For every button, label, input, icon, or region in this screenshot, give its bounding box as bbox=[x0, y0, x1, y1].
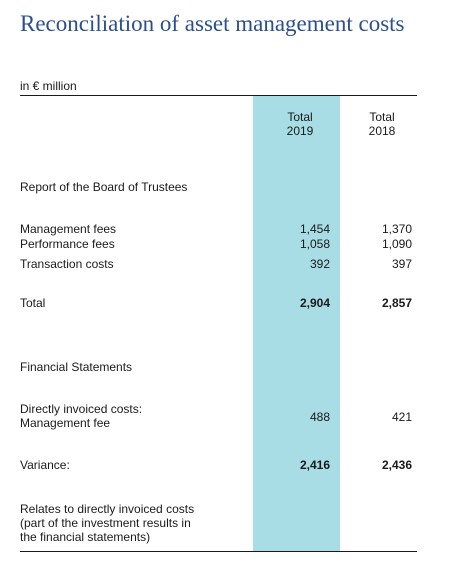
unit-label: in € million bbox=[20, 79, 77, 93]
section-board-report: Report of the Board of Trustees bbox=[20, 180, 188, 194]
cell-performance-fees-2018: 1,090 bbox=[381, 237, 412, 251]
cell-transaction-costs-2018: 397 bbox=[391, 257, 412, 271]
page-title: Reconciliation of asset management costs bbox=[20, 11, 405, 36]
column-2019-highlight bbox=[253, 96, 340, 552]
cell-total-2019: 2,904 bbox=[299, 296, 330, 310]
cell-variance-2018: 2,436 bbox=[381, 458, 412, 472]
section-financial-statements: Financial Statements bbox=[20, 360, 133, 374]
cell-management-fees-2018: 1,370 bbox=[381, 222, 412, 236]
column-header-2019-line1: Total bbox=[287, 110, 313, 124]
row-label-variance: Variance: bbox=[20, 458, 70, 472]
row-label-direct-costs-line2: Management fee bbox=[20, 416, 111, 430]
cell-direct-costs-2018: 421 bbox=[391, 410, 412, 424]
row-label-performance-fees: Performance fees bbox=[20, 237, 115, 251]
cell-management-fees-2019: 1,454 bbox=[299, 222, 330, 236]
cell-transaction-costs-2019: 392 bbox=[309, 257, 330, 271]
footer-rule bbox=[20, 551, 417, 552]
cell-direct-costs-2019: 488 bbox=[309, 410, 330, 424]
cell-variance-2019: 2,416 bbox=[299, 458, 330, 472]
cell-total-2018: 2,857 bbox=[381, 296, 412, 310]
column-header-2018-line1: Total bbox=[369, 110, 395, 124]
column-header-2018-line2: 2018 bbox=[368, 124, 396, 138]
row-label-management-fees: Management fees bbox=[20, 222, 117, 236]
column-header-2019-line2: 2019 bbox=[286, 124, 314, 138]
header-rule bbox=[20, 95, 417, 96]
row-label-total: Total bbox=[20, 296, 46, 310]
footnote-line-1: Relates to directly invoiced costs bbox=[20, 502, 195, 516]
footnote-line-2: (part of the investment results in bbox=[20, 516, 191, 530]
cell-performance-fees-2019: 1,058 bbox=[299, 237, 330, 251]
footnote-line-3: the financial statements) bbox=[20, 530, 151, 544]
row-label-transaction-costs: Transaction costs bbox=[20, 257, 114, 271]
row-label-direct-costs-line1: Directly invoiced costs: bbox=[20, 402, 143, 416]
